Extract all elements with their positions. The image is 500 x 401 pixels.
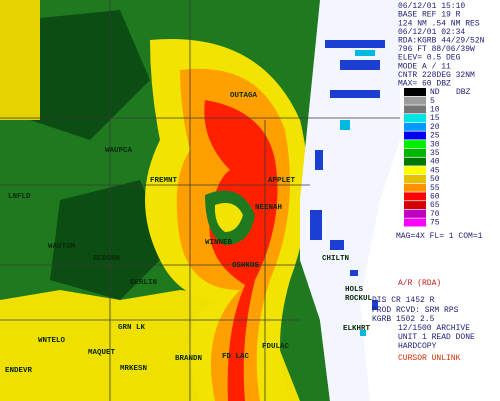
status-line: HARDCOPY (398, 342, 437, 351)
header-line: RDA:KGRB 44/29/52N (398, 37, 485, 46)
map-label: NEENAH (255, 204, 282, 212)
legend-swatch (404, 166, 426, 175)
map-label: OUTAGA (230, 92, 258, 100)
legend-label: 75 (430, 219, 440, 228)
header-line: MAX= 60 DBZ (398, 80, 451, 89)
legend-swatch (404, 157, 426, 166)
header-line: 06/12/01 15:10 (398, 2, 465, 11)
legend-swatch (404, 96, 426, 105)
map-label: FD LAC (222, 353, 250, 361)
legend-swatch (404, 122, 426, 131)
legend-swatch (404, 192, 426, 201)
legend-label: 20 (430, 123, 440, 132)
legend-swatch (404, 201, 426, 210)
legend-label: 70 (430, 210, 440, 219)
map-label: WINNEB (205, 239, 233, 247)
legend-swatch (404, 175, 426, 183)
legend-swatch (404, 140, 426, 149)
legend-label: 10 (430, 106, 440, 115)
legend-swatch (404, 88, 426, 96)
header-line: 06/12/01 02:34 (398, 28, 465, 37)
settings-line: MAG=4X FL= 1 COM=1 (396, 232, 483, 241)
status-line: DIS CR 1452 R (372, 296, 435, 305)
legend-label: 40 (430, 158, 440, 167)
status-line: KGRB 1502 2.5 (372, 315, 435, 324)
legend-label: 50 (430, 175, 440, 184)
status-line: UNIT 1 READ DONE (398, 333, 475, 342)
map-label: WNTELO (38, 337, 66, 345)
status-line: 12/1500 ARCHIVE (398, 324, 470, 333)
header-line: CNTR 228DEG 32NM (398, 71, 475, 80)
map-labels: OUTAGA APPLET FREMNT NEENAH WINNEB OSHKOS BERL… (5, 92, 373, 375)
map-label: BRANDN (175, 355, 202, 363)
legend-label: 15 (430, 114, 440, 123)
map-label: FDULAC (262, 343, 290, 351)
map-label: OSHKOS (232, 262, 260, 270)
legend-swatch (404, 114, 426, 123)
legend-label: 65 (430, 201, 440, 210)
legend-label: 45 (430, 166, 440, 175)
header-line: 796 FT 88/06/39W (398, 45, 475, 54)
map-label: ELKHRT (343, 325, 371, 333)
legend-label: 5 (430, 97, 435, 106)
map-label: CHILTN (322, 255, 349, 263)
map-label: HOLS (345, 286, 364, 294)
map-label: FREMNT (150, 177, 178, 185)
status-line: PROD RCVD: SRM RPS (372, 306, 459, 315)
map-label: APPLET (268, 177, 296, 185)
legend-swatch (404, 218, 426, 227)
legend-swatch (404, 209, 426, 218)
map-label: WAUTOM (48, 243, 76, 251)
status-line: A/R (RDA) (398, 279, 441, 288)
legend-label: 30 (430, 140, 440, 149)
legend-swatch (404, 131, 426, 140)
map-label: GRN LK (118, 324, 146, 332)
map-label: LNFLD (8, 193, 31, 201)
map-label: MAQUET (88, 349, 116, 357)
legend-label: 55 (430, 184, 440, 193)
legend-label: ND (430, 88, 440, 97)
legend-swatch (404, 183, 426, 192)
legend-label: 60 (430, 193, 440, 202)
map-label: WAUPCA (105, 147, 133, 155)
status-line: CURSOR UNLINK (398, 354, 461, 363)
header-line: MODE A / 11 (398, 62, 451, 71)
legend-swatch (404, 148, 426, 157)
map-label: MRKESN (120, 365, 147, 373)
header-line: 124 NM .54 NM RES (398, 19, 480, 28)
map-label: ENDEVR (5, 367, 33, 375)
map-label: BERLIN (130, 279, 157, 287)
legend-label: 25 (430, 132, 440, 141)
legend-label: 35 (430, 149, 440, 158)
header-line: BASE REF 19 R (398, 11, 461, 20)
map-label: ROCKUL (345, 295, 373, 303)
map-label: REDGRN (93, 255, 120, 263)
legend-swatch (404, 105, 426, 114)
legend-title: DBZ (456, 88, 471, 97)
header-line: ELEV= 0.5 DEG (398, 54, 461, 63)
